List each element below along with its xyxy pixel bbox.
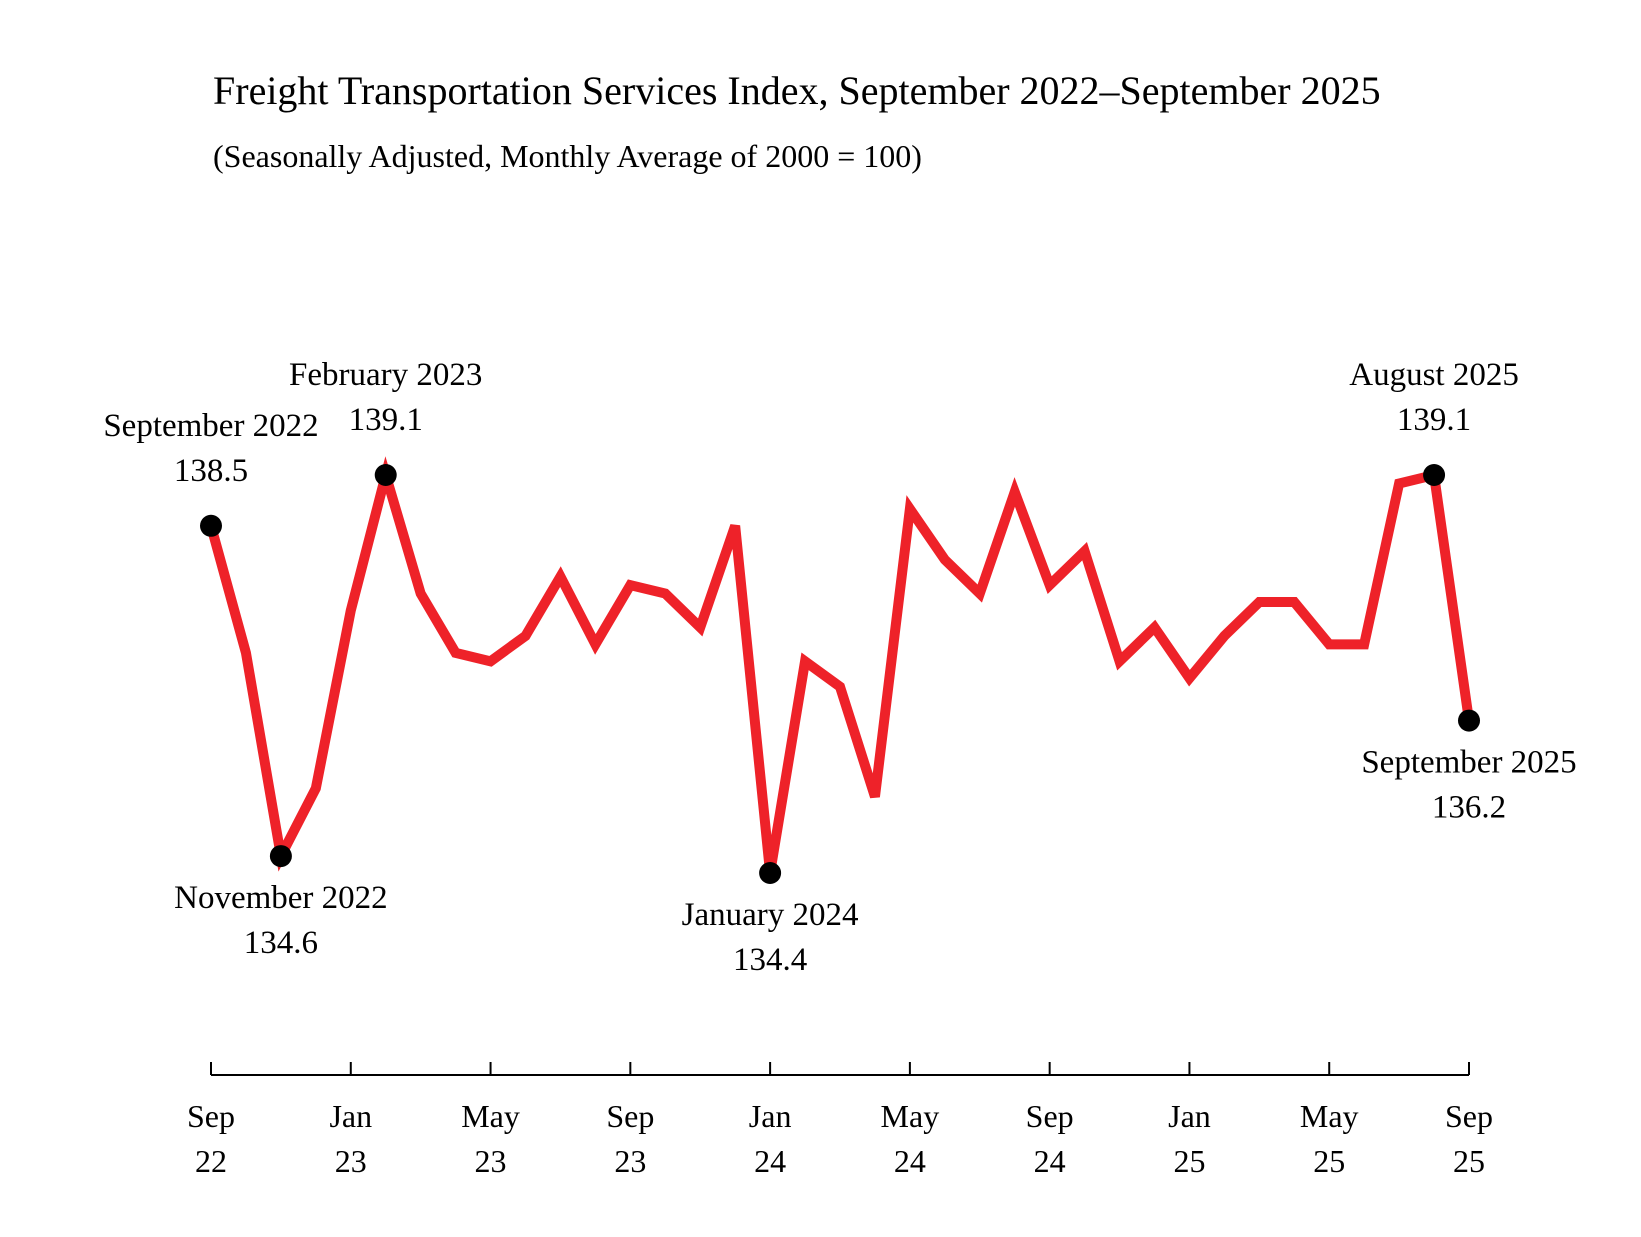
annotation-label: January 2024	[682, 897, 859, 933]
x-tick-label: Jan 25	[1168, 1098, 1211, 1179]
x-tick-label: May 25	[1300, 1098, 1359, 1179]
highlight-marker	[200, 514, 222, 537]
annotation-label: February 2023	[289, 357, 482, 393]
x-tick-label: Jan 23	[329, 1098, 372, 1179]
x-tick-label: May 23	[461, 1098, 520, 1179]
annotation-value: 136.2	[1432, 790, 1506, 826]
annotation-value: 134.4	[733, 942, 807, 978]
highlight-marker	[269, 845, 292, 868]
x-tick-label: Sep 23	[606, 1098, 654, 1179]
x-tick-label: May 24	[881, 1098, 940, 1179]
annotation-value: 139.1	[1397, 402, 1471, 438]
annotation-label: September 2025	[1361, 745, 1576, 781]
x-tick-label: Sep 25	[1445, 1098, 1493, 1179]
x-tick-label: Sep 22	[187, 1098, 235, 1179]
annotation-label: August 2025	[1349, 357, 1519, 393]
x-tick-label: Jan 24	[749, 1098, 792, 1179]
highlight-marker	[1458, 709, 1480, 732]
highlight-marker	[759, 862, 782, 884]
chart-title: Freight Transportation Services Index, S…	[213, 68, 1381, 113]
highlight-marker	[374, 464, 397, 486]
annotation-value: 134.6	[244, 925, 318, 961]
chart-subtitle: (Seasonally Adjusted, Monthly Average of…	[213, 138, 922, 174]
x-tick-label: Sep 24	[1026, 1098, 1074, 1179]
annotation-value: 139.1	[349, 402, 423, 438]
data-line	[206, 456, 1474, 874]
annotation-label: September 2022	[103, 408, 318, 444]
annotation-label: November 2022	[174, 880, 388, 916]
annotation-value: 138.5	[174, 453, 248, 489]
highlight-marker	[1423, 464, 1446, 486]
